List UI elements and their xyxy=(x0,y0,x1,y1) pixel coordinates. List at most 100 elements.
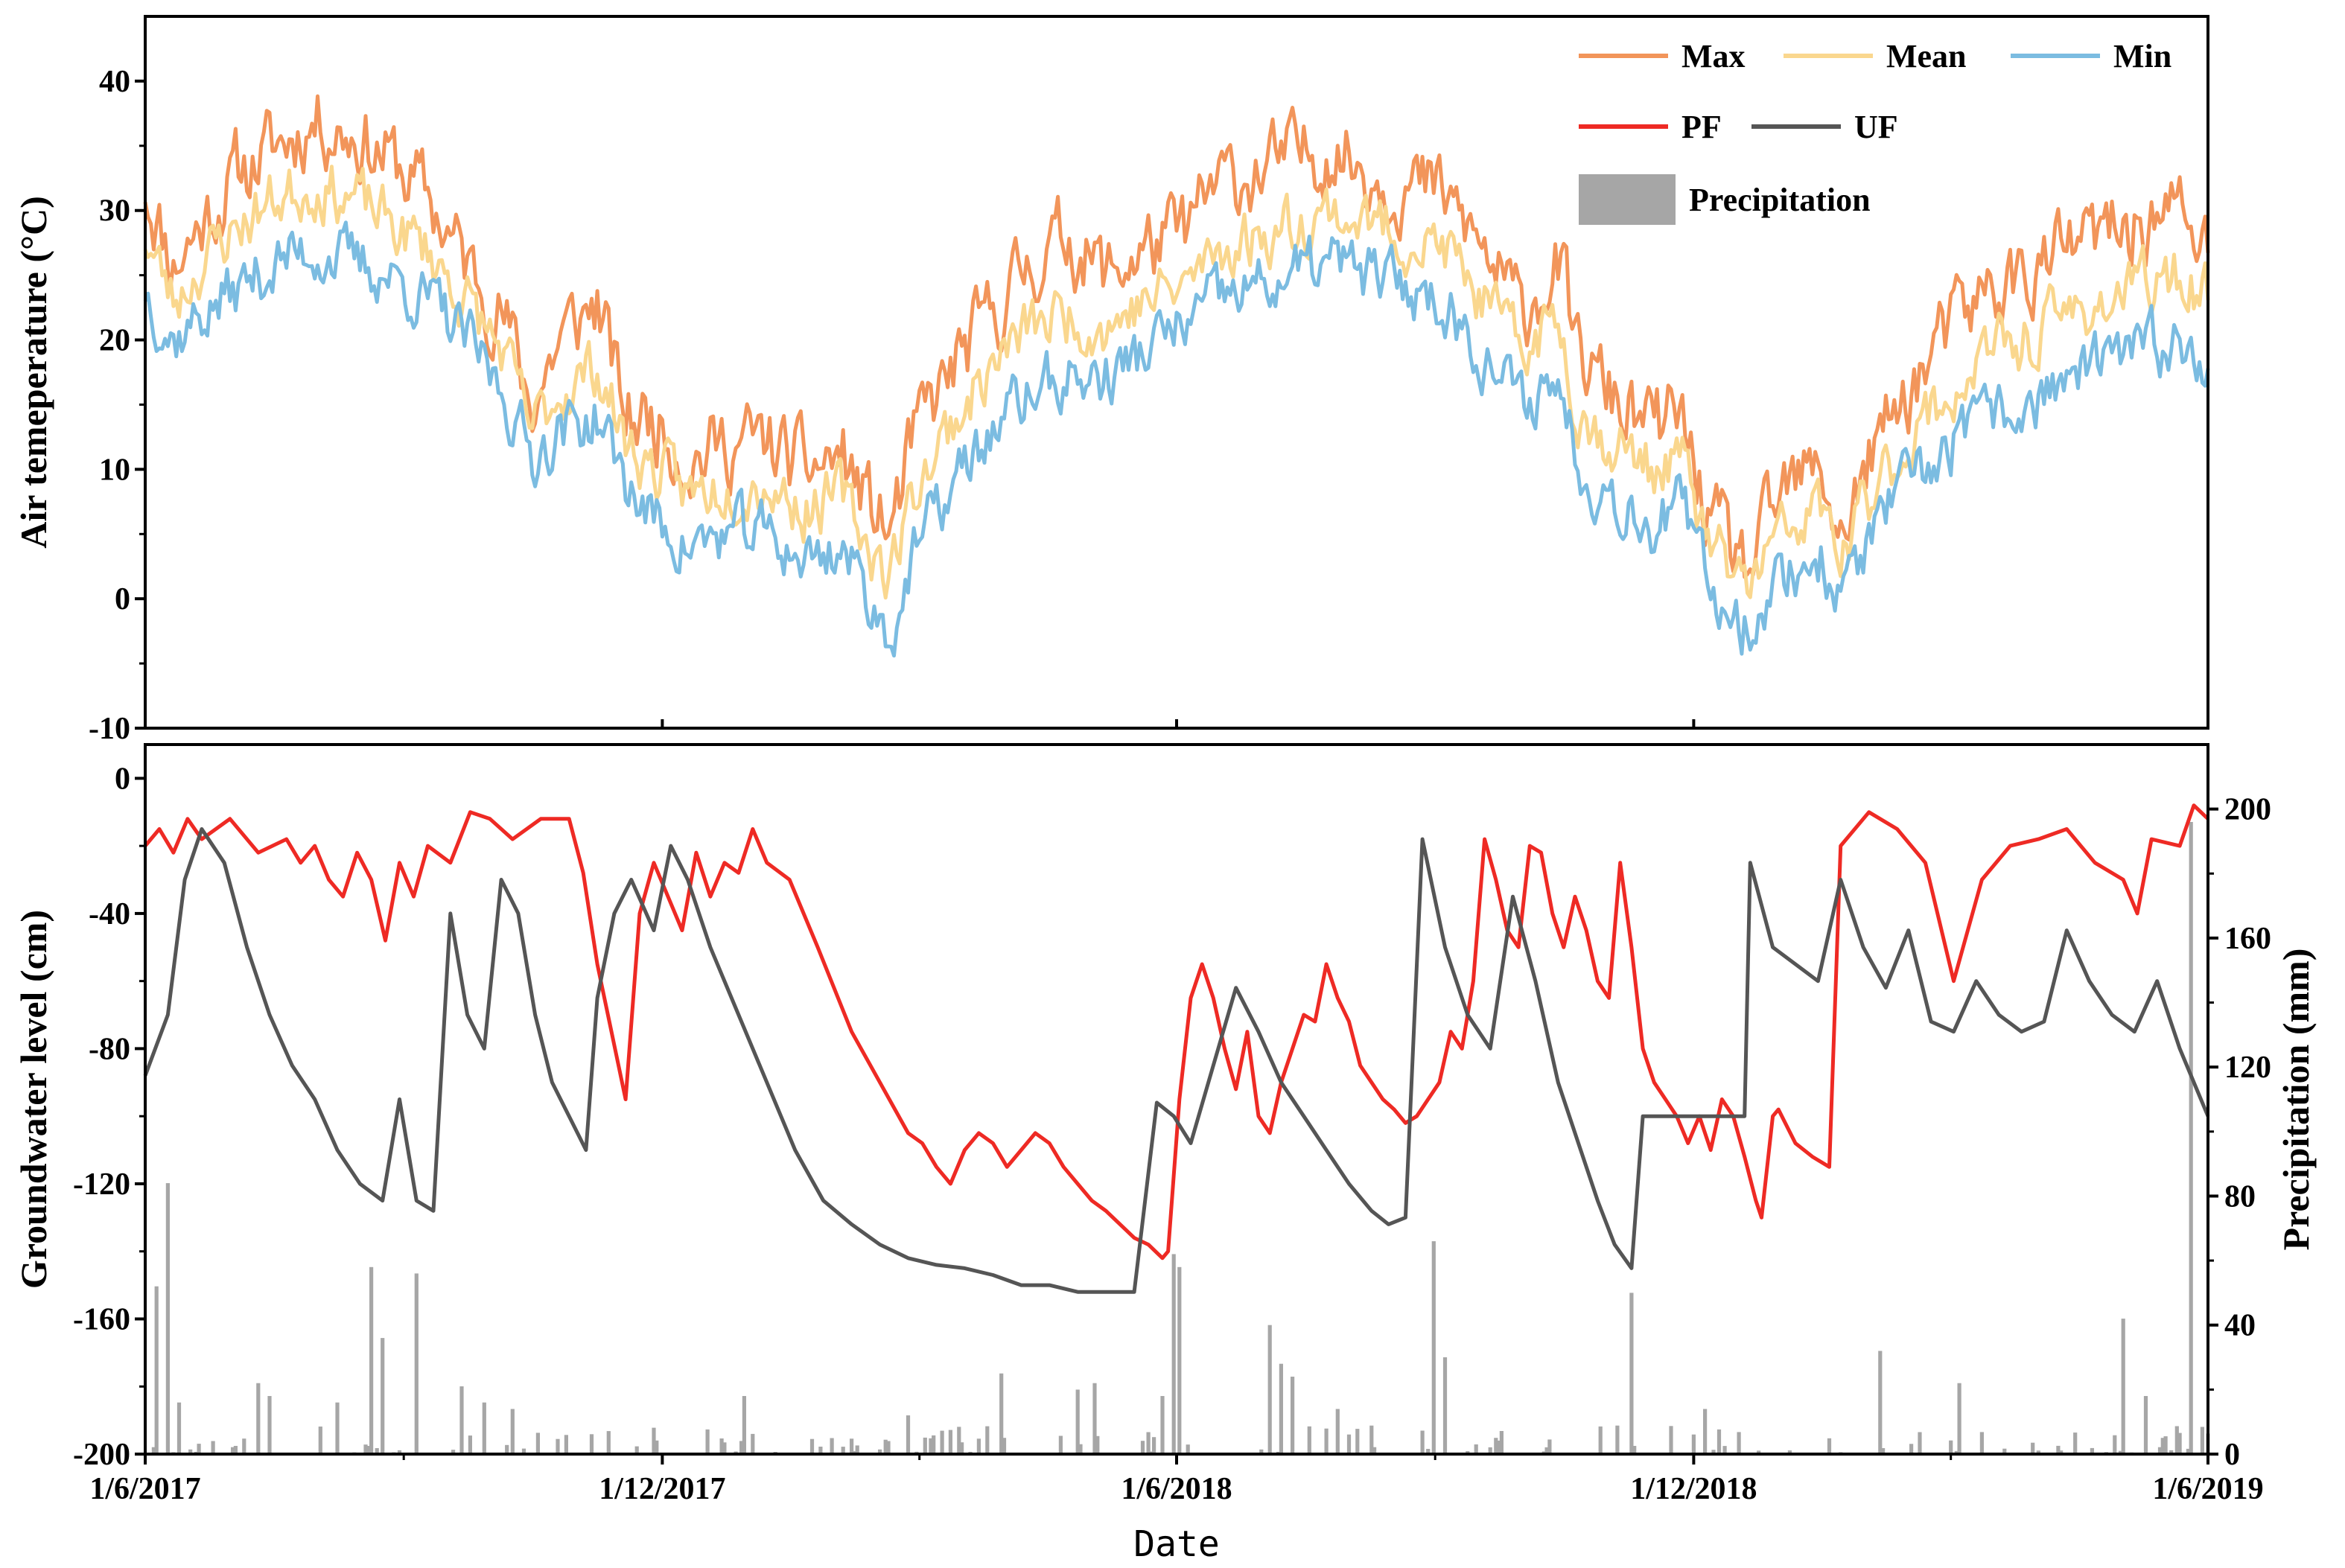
precipitation-bar xyxy=(1703,1409,1708,1454)
series-line-uf xyxy=(143,827,2210,1294)
precipitation-bar xyxy=(267,1396,272,1454)
bottom-y-axis-title: Groundwater level (cm) xyxy=(13,910,54,1289)
precipitation-bar xyxy=(468,1435,472,1454)
precipitation-bar xyxy=(459,1386,464,1454)
series-line-pf xyxy=(144,803,2209,1261)
precipitation-bar xyxy=(1095,1435,1100,1454)
x-tick-label: 1/12/2018 xyxy=(1630,1472,1757,1506)
precipitation-bar xyxy=(878,1449,882,1454)
precipitation-bar xyxy=(1722,1446,1727,1454)
air-temperature-panel: -10 0 10 20 30 40 Air temeperature (°C) xyxy=(13,15,2210,746)
precipitation-bar xyxy=(1615,1425,1620,1454)
precipitation-bar xyxy=(1757,1450,1761,1454)
legend-precipitation-label: Precipitation xyxy=(1689,182,1871,218)
precipitation-bar xyxy=(233,1446,238,1454)
precipitation-bar xyxy=(1307,1426,1311,1454)
precipitation-bar xyxy=(2073,1432,2078,1454)
precipitation-bar xyxy=(1426,1449,1431,1454)
precipitation-bar xyxy=(2174,1426,2179,1454)
precipitation-bar xyxy=(948,1430,952,1454)
precipitation-bar xyxy=(2090,1447,2094,1454)
precipitation-bar xyxy=(2056,1445,2061,1454)
precipitation-bar xyxy=(906,1415,911,1454)
precipitation-bar xyxy=(830,1438,834,1454)
precipitation-bar xyxy=(1002,1438,1007,1454)
precipitation-bar xyxy=(818,1447,823,1454)
precipitation-bar xyxy=(151,1447,156,1454)
precipitation-bar xyxy=(1979,1432,1984,1454)
precipitation-bar xyxy=(589,1434,594,1454)
bottom-y-tick-label: -80 xyxy=(89,1032,130,1066)
precipitation-bar xyxy=(366,1446,371,1454)
precipitation-bar xyxy=(521,1448,526,1454)
right-y-tick-label: 120 xyxy=(2224,1051,2271,1085)
precipitation-bar xyxy=(1691,1434,1696,1454)
bottom-y-tick-label: -120 xyxy=(73,1167,130,1202)
precipitation-bar xyxy=(932,1435,936,1454)
precipitation-bar xyxy=(318,1427,322,1454)
precipitation-bar xyxy=(719,1438,724,1454)
top-y-tick-label: 0 xyxy=(115,582,130,616)
precipitation-bar xyxy=(957,1427,961,1454)
precipitation-bar xyxy=(2143,1396,2148,1454)
bottom-y-tick-label: -160 xyxy=(73,1302,130,1336)
precipitation-bar xyxy=(1918,1432,1922,1454)
precipitation-bar xyxy=(940,1430,944,1454)
precipitation-bar xyxy=(999,1373,1004,1454)
precipitation-bar xyxy=(1497,1440,1501,1454)
top-y-tick-label: 10 xyxy=(99,453,130,487)
precipitation-bar xyxy=(1669,1426,1673,1454)
precipitation-bar xyxy=(1335,1409,1340,1454)
precipitation-bar xyxy=(1152,1437,1156,1454)
precipitation-bar xyxy=(242,1438,246,1454)
precipitation-bar xyxy=(176,1402,182,1454)
precipitation-bar xyxy=(2186,1448,2190,1454)
precipitation-bar xyxy=(2157,1447,2163,1454)
legend-precipitation-swatch xyxy=(1579,174,1676,225)
precipitation-bar xyxy=(1355,1429,1360,1454)
precipitation-bar xyxy=(886,1441,891,1454)
precipitation-bar xyxy=(1291,1377,1295,1454)
series-line-max xyxy=(143,94,2210,579)
precipitation-bar xyxy=(1442,1357,1448,1454)
precipitation-bar xyxy=(960,1442,964,1454)
precipitation-bar xyxy=(505,1444,509,1454)
right-y-tick-label: 160 xyxy=(2224,922,2271,956)
precipitation-bar xyxy=(606,1431,611,1454)
precipitation-bar xyxy=(1259,1449,1264,1454)
precipitation-bar xyxy=(1431,1241,1436,1454)
precipitation-bar xyxy=(985,1426,990,1454)
top-plot-frame xyxy=(144,15,2209,730)
precipitation-bar xyxy=(1058,1435,1063,1454)
precipitation-bar xyxy=(1881,1448,1886,1454)
precipitation-bar xyxy=(211,1441,215,1454)
x-axis-title: Date xyxy=(1133,1523,1220,1565)
legend-max-label: Max xyxy=(1681,38,1746,74)
precipitation-bar xyxy=(1494,1438,1498,1454)
precipitation-bar xyxy=(1075,1389,1080,1454)
legend: Max Mean Min PF UF Precipitation xyxy=(1579,38,2171,225)
precipitation-bar xyxy=(335,1402,340,1454)
precipitation-bar xyxy=(369,1266,374,1454)
top-y-axis-title: Air temeperature (°C) xyxy=(13,196,54,549)
top-y-tick-label: -10 xyxy=(89,712,130,746)
precipitation-bar xyxy=(2177,1432,2182,1454)
precipitation-bar xyxy=(363,1444,368,1454)
legend-uf-label: UF xyxy=(1854,109,1898,145)
bottom-y-tick-label: -40 xyxy=(89,897,130,931)
precipitation-bar xyxy=(564,1435,568,1454)
precipitation-bar xyxy=(1878,1351,1883,1454)
precipitation-bar xyxy=(2002,1448,2007,1454)
precipitation-bar xyxy=(482,1402,486,1454)
precipitation-bar xyxy=(722,1442,727,1454)
right-y-tick-label: 0 xyxy=(2224,1438,2240,1472)
precipitation-bar xyxy=(1171,1254,1176,1454)
precipitation-bar xyxy=(1420,1430,1425,1454)
precipitation-bar xyxy=(2113,1435,2117,1454)
right-y-tick-label: 200 xyxy=(2224,793,2271,827)
precipitation-bar xyxy=(1177,1266,1182,1454)
precipitation-bar xyxy=(1716,1429,1722,1454)
precipitation-bar xyxy=(256,1383,261,1454)
precipitation-bar xyxy=(2031,1442,2035,1454)
x-tick-label: 1/6/2019 xyxy=(2152,1472,2263,1506)
